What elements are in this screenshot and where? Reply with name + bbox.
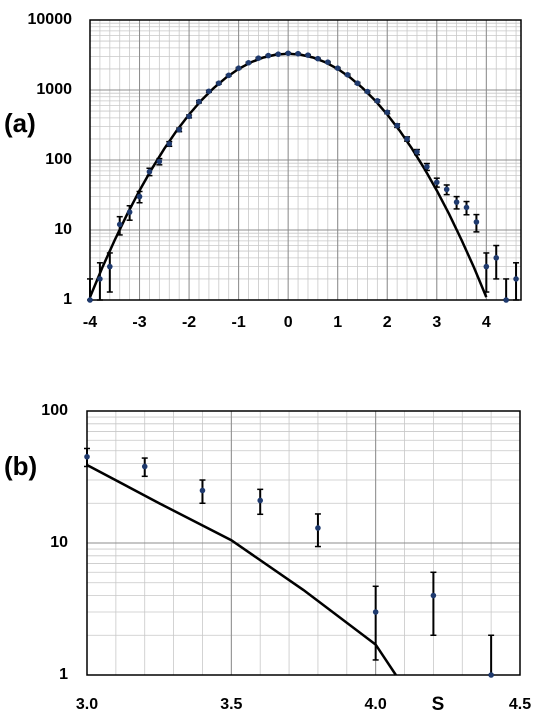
data-point	[216, 80, 222, 87]
plot-frame	[86, 410, 521, 676]
x-tick-label: 3	[432, 314, 441, 331]
data-point	[166, 141, 173, 147]
data-point	[97, 276, 103, 282]
x-axis-label: S	[432, 694, 445, 715]
data-point	[503, 297, 509, 303]
data-point	[344, 71, 351, 78]
data-point	[394, 122, 400, 129]
x-tick-label: 4.0	[365, 696, 387, 713]
data-point	[116, 221, 123, 228]
data-point	[255, 55, 262, 61]
panel-label: (a)	[4, 108, 36, 138]
data-point	[275, 51, 282, 57]
data-point	[513, 276, 519, 282]
x-tick-label: 2	[383, 314, 392, 331]
data-point	[488, 672, 494, 678]
data-point	[414, 149, 420, 155]
x-tick-label: 3.0	[76, 696, 98, 713]
data-point	[384, 109, 391, 116]
panel-label: (b)	[4, 451, 37, 481]
data-point	[206, 88, 212, 95]
data-point	[84, 453, 90, 460]
data-point	[126, 209, 133, 215]
y-tick-label: 1000	[36, 81, 72, 98]
x-tick-label: 0	[284, 314, 293, 331]
data-point	[285, 50, 291, 57]
data-point	[483, 263, 490, 270]
data-point	[156, 158, 163, 165]
data-point	[324, 59, 331, 65]
data-point	[334, 65, 341, 71]
y-tick-label: 10000	[28, 11, 73, 28]
x-tick-label: 4.5	[509, 696, 531, 713]
y-tick-label: 100	[41, 402, 68, 419]
data-point	[433, 179, 440, 186]
data-point	[146, 168, 153, 175]
y-tick-label: 100	[45, 151, 72, 168]
data-point	[354, 80, 361, 87]
data-point	[257, 497, 264, 504]
data-point	[196, 98, 202, 105]
data-point	[199, 487, 206, 494]
data-point	[265, 52, 272, 59]
data-point	[315, 525, 321, 531]
x-tick-label: -1	[232, 314, 246, 331]
data-point	[295, 50, 301, 57]
data-point	[463, 204, 470, 211]
x-tick-label: -4	[83, 314, 97, 331]
y-tick-label: 10	[54, 221, 72, 238]
y-tick-label: 10	[50, 534, 68, 551]
data-point	[473, 219, 480, 225]
y-tick-label: 1	[59, 666, 68, 683]
data-point	[176, 127, 182, 133]
data-point	[404, 136, 410, 142]
data-point	[186, 113, 192, 120]
data-point	[374, 98, 381, 104]
data-point	[305, 52, 311, 58]
fit-curve	[86, 463, 397, 676]
data-point	[87, 297, 93, 303]
data-point	[364, 88, 371, 95]
x-tick-label: 4	[482, 314, 491, 331]
data-point	[493, 255, 500, 261]
data-point	[136, 193, 143, 200]
data-point	[235, 65, 242, 71]
x-tick-label: -3	[132, 314, 146, 331]
data-point	[453, 199, 460, 205]
data-point	[225, 72, 232, 79]
data-point	[245, 59, 252, 66]
data-point	[430, 592, 437, 599]
x-tick-label: 1	[333, 314, 342, 331]
data-point	[141, 463, 148, 470]
data-point	[443, 186, 450, 193]
x-tick-label: 3.5	[220, 696, 242, 713]
plot-frame	[89, 19, 522, 301]
x-tick-label: -2	[182, 314, 196, 331]
y-tick-label: 1	[63, 291, 72, 308]
data-point	[107, 263, 113, 270]
data-point	[424, 163, 430, 170]
data-point	[315, 55, 321, 62]
data-point	[372, 609, 379, 615]
